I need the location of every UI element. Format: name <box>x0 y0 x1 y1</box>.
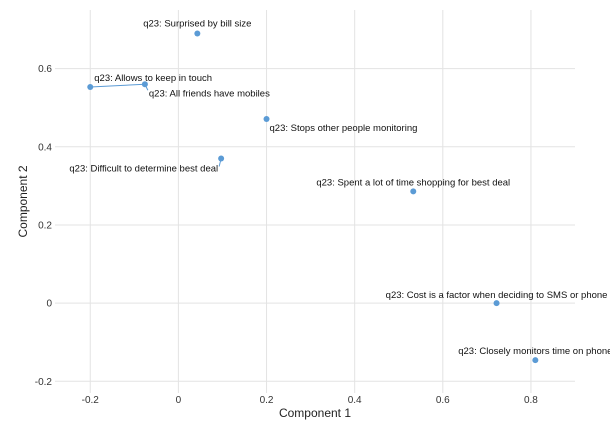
y-tick-label: 0 <box>46 299 52 310</box>
point-label: q23: Allows to keep in touch <box>94 73 212 84</box>
data-point <box>410 188 417 195</box>
y-tick-label: 0.2 <box>38 220 52 231</box>
grid <box>55 10 575 393</box>
x-tick-label: 0 <box>176 395 182 406</box>
point-label: q23: Difficult to determine best deal <box>69 164 218 175</box>
point-label: q23: Spent a lot of time shopping for be… <box>316 177 510 188</box>
point-labels: q23: Surprised by bill size q23: Allows t… <box>69 18 610 357</box>
x-tick-label: 0.6 <box>436 395 450 406</box>
data-point <box>493 300 500 307</box>
point-label: q23: All friends have mobiles <box>149 88 270 99</box>
point-label: q23: Surprised by bill size <box>143 18 251 29</box>
point-label: q23: Cost is a factor when deciding to S… <box>386 290 608 301</box>
tick-labels: -0.2 0 0.2 0.4 0.6 0.8 -0.2 0 0.2 0.4 0.6 <box>35 64 539 406</box>
x-tick-label: 0.8 <box>524 395 538 406</box>
leader-line <box>90 83 145 88</box>
data-point <box>263 116 270 123</box>
data-point <box>218 155 225 162</box>
y-axis-title: Component 2 <box>16 165 30 237</box>
y-tick-label: 0.4 <box>38 142 52 153</box>
data-point <box>194 30 201 37</box>
point-label: q23: Stops other people monitoring <box>270 123 418 134</box>
y-tick-label: 0.6 <box>38 64 52 75</box>
x-tick-label: 0.2 <box>260 395 274 406</box>
data-points <box>87 30 539 364</box>
data-point <box>141 81 148 88</box>
data-point <box>87 83 94 90</box>
x-axis-title: Component 1 <box>279 406 351 420</box>
x-tick-label: 0.4 <box>348 395 362 406</box>
data-point <box>532 357 539 364</box>
point-label: q23: Closely monitors time on phone <box>458 346 610 357</box>
y-tick-label: -0.2 <box>35 377 53 388</box>
x-tick-label: -0.2 <box>82 395 100 406</box>
